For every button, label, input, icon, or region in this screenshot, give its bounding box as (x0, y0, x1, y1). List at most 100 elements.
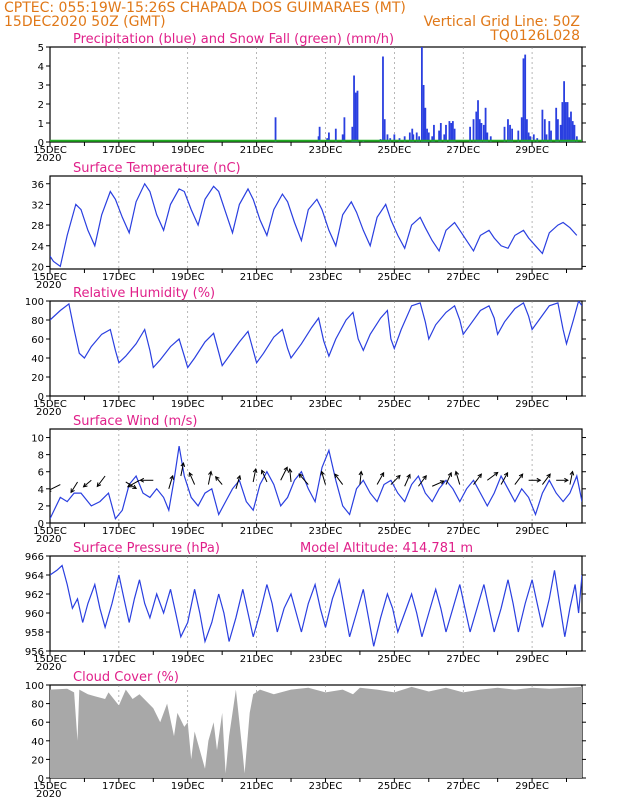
precip-bar (524, 54, 527, 142)
y-tick-label: 956 (25, 647, 44, 658)
wind-arrow (289, 468, 292, 483)
precip-bar (356, 90, 359, 142)
wind-arrow-head (396, 474, 401, 480)
precip-bar (550, 130, 552, 142)
x-date-label: 27DEC (446, 272, 480, 283)
x-date-label: 29DEC (515, 399, 549, 410)
y-tick-label: 60 (31, 718, 44, 729)
wind-arrow (500, 472, 509, 485)
x-year-label: 2020 (36, 789, 61, 800)
y-tick-label: 32 (31, 200, 44, 211)
wind-arrow-head (447, 471, 453, 477)
x-date-label: 17DEC (102, 272, 136, 283)
y-tick-label: 5 (38, 43, 44, 54)
precip-bar (571, 121, 574, 142)
series-group (50, 564, 582, 647)
wind-arrow (50, 484, 61, 491)
series-group (50, 686, 582, 778)
wind-arrow (359, 471, 362, 485)
wind-arrow-head (188, 471, 193, 477)
wind-arrow-head (358, 470, 364, 476)
y-tick-label: 1 (38, 119, 44, 130)
panel-frame (49, 175, 583, 270)
wind-arrow-head (215, 475, 220, 481)
precip-bar (561, 102, 564, 142)
panel-wind: Surface Wind (m/s) 0 2 4 6 8 10 15DEC 17DEC 19DEC… (31, 414, 586, 545)
precip-bar (489, 136, 492, 142)
x-date-label: 17DEC (102, 399, 136, 410)
precip-bar (439, 123, 442, 142)
panel-title: Surface Wind (m/s) (73, 414, 197, 429)
wind-arrow (127, 479, 140, 488)
wind-arrow (455, 471, 461, 485)
precip-bar (486, 132, 489, 142)
precip-bar (317, 136, 320, 142)
precip-bar (475, 111, 478, 142)
wind-arrow-head (126, 483, 132, 488)
wind-arrow-head (546, 473, 551, 479)
x-date-label: 15DEC (33, 654, 67, 665)
precip-bar (354, 92, 357, 142)
wind-arrow (298, 473, 309, 485)
wind-arrow (445, 472, 452, 485)
precip-bar (426, 128, 428, 142)
x-date-label: 27DEC (446, 145, 480, 156)
wind-arrow-head (536, 477, 542, 483)
panel-frame (49, 555, 583, 652)
wind-arrow-head (569, 470, 575, 476)
wind-arrow (418, 475, 427, 487)
precip-bar (559, 124, 562, 142)
wind-arrow-head (518, 473, 524, 479)
wind-arrow (252, 468, 257, 483)
wind-arrow (487, 472, 499, 481)
temp-line (50, 182, 578, 268)
panel-precip: Precipitation (blue) and Snow Fall (gree… (33, 32, 586, 164)
y-tick-label: 3 (38, 81, 44, 92)
wind-arrow-head (493, 471, 499, 477)
precip-bar (431, 136, 434, 142)
precip-bar (427, 132, 430, 142)
wind-arrow-head (287, 467, 293, 473)
y-tick-label: 962 (25, 590, 44, 601)
wind-arrow (83, 479, 92, 488)
x-date-label: 25DEC (377, 526, 411, 537)
x-date-label: 15DEC (33, 272, 67, 283)
rh-line (50, 301, 582, 369)
x-date-label: 19DEC (171, 399, 205, 410)
precip-bar (477, 100, 479, 142)
y-tick-label: 0 (38, 138, 44, 149)
wind-arrow (188, 472, 196, 485)
precip-bar (411, 128, 414, 142)
precip-bar (408, 132, 411, 142)
y-tick-label: 40 (31, 737, 44, 748)
y-tick-label: 36 (31, 180, 44, 191)
precip-bar (556, 119, 559, 142)
precip-bar (412, 134, 415, 142)
series-group (50, 47, 582, 142)
x-year-label: 2020 (36, 280, 61, 291)
precip-bar (353, 75, 355, 142)
y-tick-label: 2 (38, 502, 44, 513)
x-date-label: 27DEC (446, 526, 480, 537)
precip-bar (418, 136, 421, 142)
x-date-label: 29DEC (515, 654, 549, 665)
x-year-label: 2020 (36, 153, 61, 164)
precip-bar (575, 136, 578, 142)
panel-title: Surface Pressure (hPa) (73, 541, 220, 556)
precip-bar (563, 81, 565, 142)
x-date-label: 25DEC (377, 145, 411, 156)
precip-bar (573, 124, 576, 142)
precip-bar (328, 132, 330, 142)
precip-bar (511, 128, 513, 142)
header-model-id: TQ0126L028 (489, 28, 580, 44)
x-date-label: 19DEC (171, 526, 205, 537)
panel-temp: Surface Temperature (nC) 20 24 28 32 36 15DEC 1… (31, 161, 586, 291)
precip-bar (424, 107, 427, 142)
precip-bar (351, 126, 354, 142)
wind-arrow (542, 473, 551, 485)
panel-rh: Relative Humidity (%) 0 20 40 60 80 100 15DEC 17… (25, 286, 586, 418)
x-date-label: 17DEC (102, 654, 136, 665)
precip-bar (545, 134, 548, 142)
wind-arrow-head (208, 470, 213, 476)
